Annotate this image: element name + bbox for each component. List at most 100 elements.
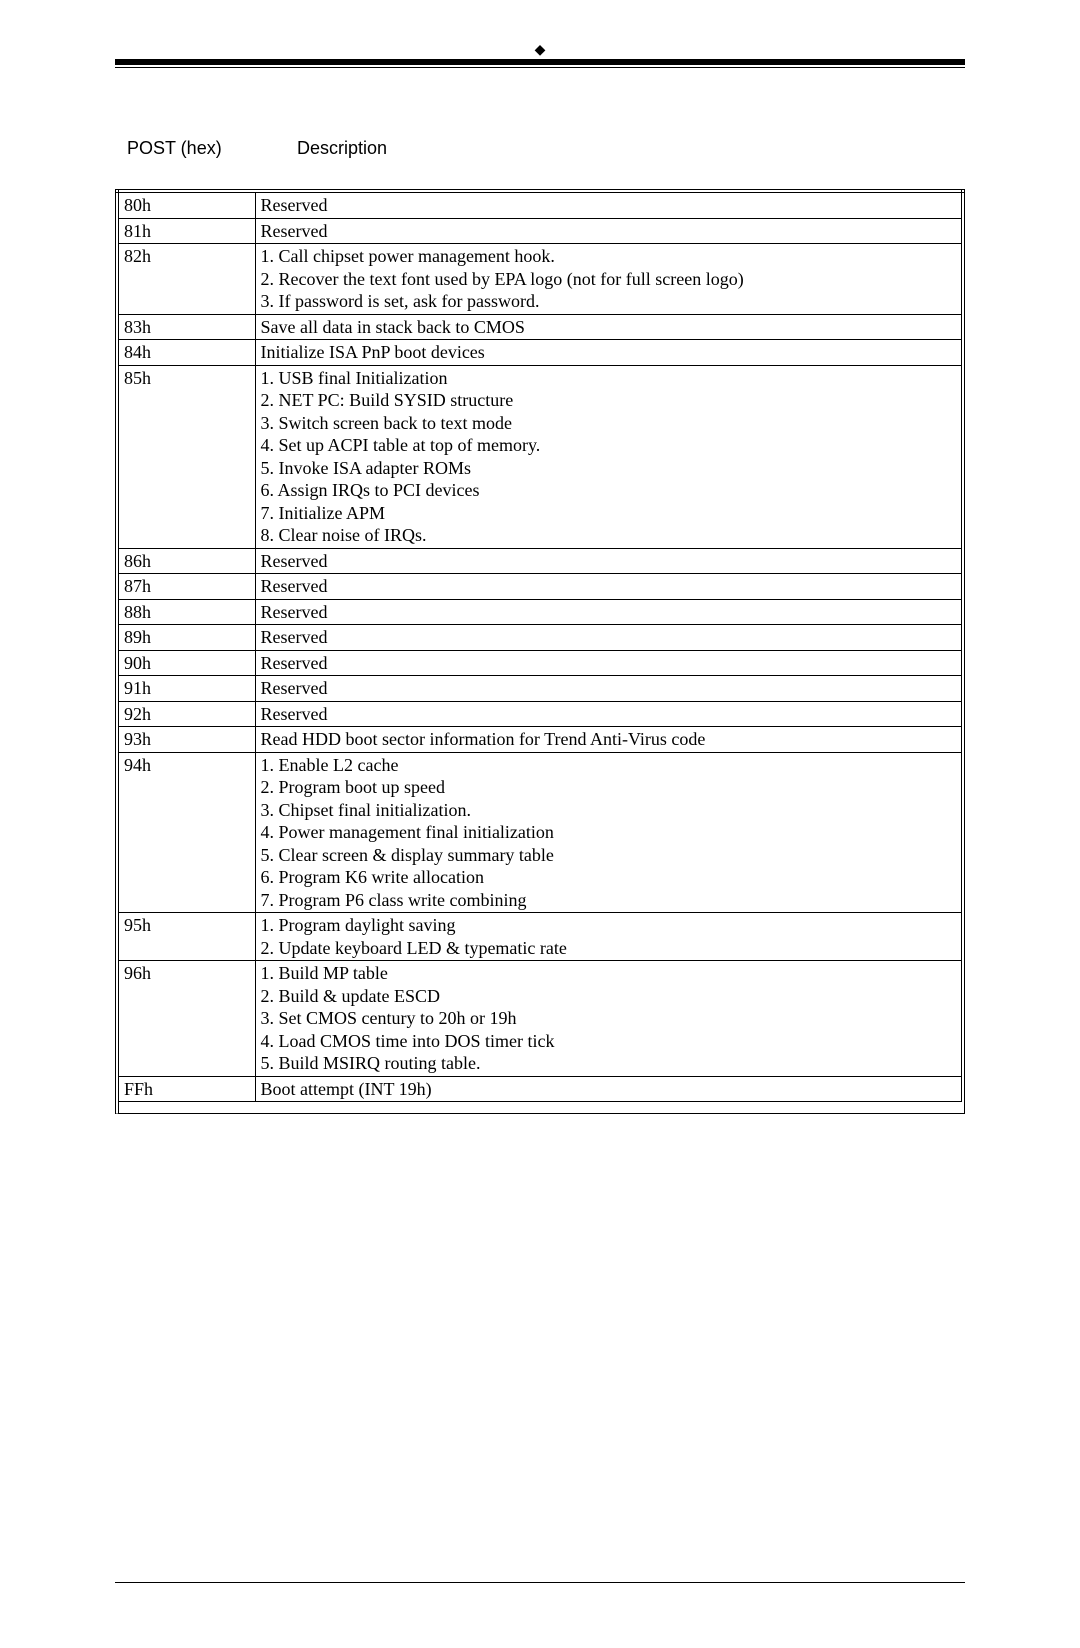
description-cell: Initialize ISA PnP boot devices (255, 340, 963, 366)
description-line: 1. Program daylight saving (261, 914, 957, 937)
description-cell: Reserved (255, 548, 963, 574)
header-post-hex: POST (hex) (127, 138, 297, 159)
table-row: 94h1. Enable L2 cache2. Program boot up … (117, 752, 963, 913)
table-row: 95h1. Program daylight saving2. Update k… (117, 913, 963, 961)
description-cell: 1. Enable L2 cache2. Program boot up spe… (255, 752, 963, 913)
description-line: 8. Clear noise of IRQs. (261, 524, 957, 547)
page-container: ◆ POST (hex) Description 80hReserved81h R… (0, 0, 1080, 1648)
description-line: Reserved (261, 575, 957, 598)
description-cell: Read HDD boot sector information for Tre… (255, 727, 963, 753)
description-line: 1. Build MP table (261, 962, 957, 985)
description-cell: Reserved (255, 574, 963, 600)
description-line: Save all data in stack back to CMOS (261, 316, 957, 339)
post-code-cell: 96h (117, 961, 255, 1077)
post-code-cell: 81h (117, 218, 255, 244)
description-line: 2. Build & update ESCD (261, 985, 957, 1008)
table-row: 84h Initialize ISA PnP boot devices (117, 340, 963, 366)
description-line: 5. Build MSIRQ routing table. (261, 1052, 957, 1075)
post-code-cell: 94h (117, 752, 255, 913)
table-row: 91h Reserved (117, 676, 963, 702)
description-line: Reserved (261, 626, 957, 649)
table-row: FFh Boot attempt (INT 19h) (117, 1076, 963, 1102)
description-cell: 1. Build MP table2. Build & update ESCD3… (255, 961, 963, 1077)
description-line: Boot attempt (INT 19h) (261, 1078, 957, 1101)
post-code-cell: 91h (117, 676, 255, 702)
table-row: 92h Reserved (117, 701, 963, 727)
post-code-cell: 90h (117, 650, 255, 676)
description-line: 2. Program boot up speed (261, 776, 957, 799)
description-line: 1. Enable L2 cache (261, 754, 957, 777)
description-cell: Reserved (255, 218, 963, 244)
description-line: 2. Recover the text font used by EPA log… (261, 268, 957, 291)
description-line: Reserved (261, 601, 957, 624)
table-row: 83h Save all data in stack back to CMOS (117, 314, 963, 340)
table-row: 93h Read HDD boot sector information for … (117, 727, 963, 753)
description-line: Read HDD boot sector information for Tre… (261, 728, 957, 751)
post-code-cell: 87h (117, 574, 255, 600)
header-description: Description (297, 138, 965, 159)
description-line: 7. Initialize APM (261, 502, 957, 525)
description-cell: Reserved (255, 701, 963, 727)
table-row: 87h Reserved (117, 574, 963, 600)
table-row: 82h1. Call chipset power management hook… (117, 244, 963, 315)
description-line: 6. Assign IRQs to PCI devices (261, 479, 957, 502)
description-cell: Save all data in stack back to CMOS (255, 314, 963, 340)
top-marker-diamond: ◆ (535, 42, 546, 59)
post-code-cell: 93h (117, 727, 255, 753)
bottom-rule (115, 1582, 965, 1583)
description-cell: Reserved (255, 650, 963, 676)
table-row: 90h Reserved (117, 650, 963, 676)
description-cell: 1. USB final Initialization2. NET PC: Bu… (255, 365, 963, 548)
description-line: 2. Update keyboard LED & typematic rate (261, 937, 957, 960)
table-row: 81h Reserved (117, 218, 963, 244)
description-line: Reserved (261, 550, 957, 573)
description-line: Reserved (261, 220, 957, 243)
table-row: 96h1. Build MP table2. Build & update ES… (117, 961, 963, 1077)
post-code-cell: 85h (117, 365, 255, 548)
description-cell: 1. Call chipset power management hook.2.… (255, 244, 963, 315)
description-cell: Boot attempt (INT 19h) (255, 1076, 963, 1102)
table-row: 85h1. USB final Initialization2. NET PC:… (117, 365, 963, 548)
post-code-cell: 84h (117, 340, 255, 366)
table-header-row: POST (hex) Description (115, 138, 965, 159)
description-cell: Reserved (255, 676, 963, 702)
description-cell: Reserved (255, 599, 963, 625)
post-code-cell: 95h (117, 913, 255, 961)
post-code-cell: 82h (117, 244, 255, 315)
table-row: 89h Reserved (117, 625, 963, 651)
description-cell: 1. Program daylight saving2. Update keyb… (255, 913, 963, 961)
top-rule-thin (115, 67, 965, 68)
top-rule-thick (115, 59, 965, 65)
description-line: Reserved (261, 652, 957, 675)
description-line: 1. Call chipset power management hook. (261, 245, 957, 268)
description-line: 6. Program K6 write allocation (261, 866, 957, 889)
table-bottom-strip (115, 1102, 965, 1114)
table-row: 86h Reserved (117, 548, 963, 574)
description-line: 3. Set CMOS century to 20h or 19h (261, 1007, 957, 1030)
post-code-cell: FFh (117, 1076, 255, 1102)
post-code-cell: 88h (117, 599, 255, 625)
description-line: 4. Load CMOS time into DOS timer tick (261, 1030, 957, 1053)
post-code-cell: 92h (117, 701, 255, 727)
description-line: Initialize ISA PnP boot devices (261, 341, 957, 364)
post-code-cell: 89h (117, 625, 255, 651)
description-line: 3. If password is set, ask for password. (261, 290, 957, 313)
description-line: 2. NET PC: Build SYSID structure (261, 389, 957, 412)
description-line: 4. Set up ACPI table at top of memory. (261, 434, 957, 457)
description-line: Reserved (261, 194, 957, 217)
description-line: 1. USB final Initialization (261, 367, 957, 390)
post-codes-table: 80hReserved81hReserved82h1. Call chipset… (115, 189, 965, 1102)
description-line: 7. Program P6 class write combining (261, 889, 957, 912)
table-row: 80hReserved (117, 191, 963, 218)
description-line: Reserved (261, 677, 957, 700)
post-code-cell: 83h (117, 314, 255, 340)
description-line: 5. Invoke ISA adapter ROMs (261, 457, 957, 480)
description-line: Reserved (261, 703, 957, 726)
description-line: 4. Power management final initialization (261, 821, 957, 844)
post-code-cell: 86h (117, 548, 255, 574)
description-cell: Reserved (255, 625, 963, 651)
description-line: 5. Clear screen & display summary table (261, 844, 957, 867)
description-line: 3. Switch screen back to text mode (261, 412, 957, 435)
table-row: 88h Reserved (117, 599, 963, 625)
description-line: 3. Chipset final initialization. (261, 799, 957, 822)
